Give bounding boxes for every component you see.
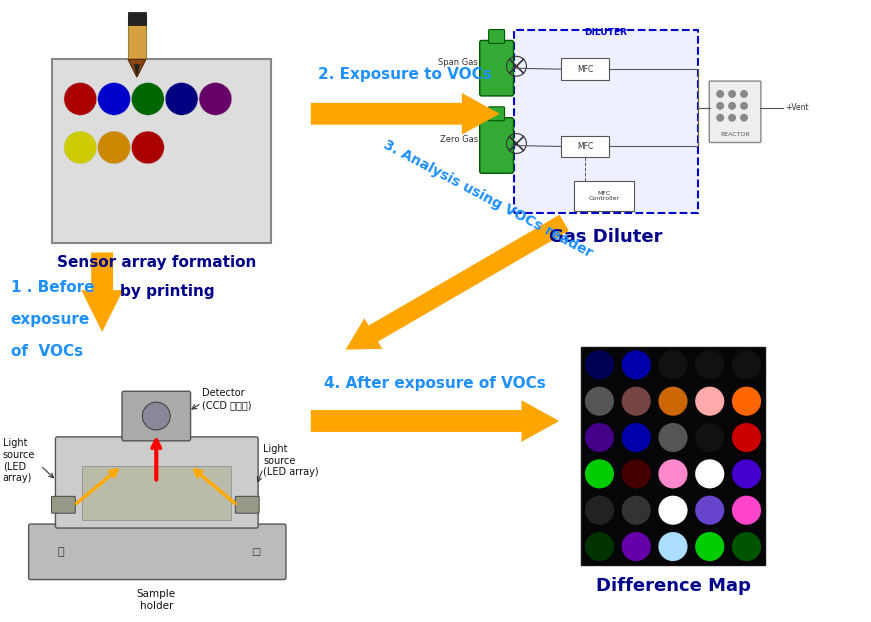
Circle shape: [732, 496, 761, 525]
FancyBboxPatch shape: [709, 81, 761, 142]
Circle shape: [740, 90, 748, 98]
Circle shape: [622, 350, 651, 379]
Circle shape: [740, 102, 748, 110]
Text: Detector
(CCD 커메라): Detector (CCD 커메라): [201, 388, 251, 410]
Polygon shape: [81, 253, 123, 332]
Text: 2. Exposure to VOCs: 2. Exposure to VOCs: [318, 67, 492, 82]
FancyBboxPatch shape: [52, 59, 271, 243]
Circle shape: [584, 532, 614, 561]
FancyBboxPatch shape: [480, 118, 514, 174]
Polygon shape: [134, 64, 140, 77]
Circle shape: [622, 387, 651, 415]
FancyBboxPatch shape: [29, 524, 286, 580]
Text: 1 . Before: 1 . Before: [10, 280, 94, 295]
Text: Gas Diluter: Gas Diluter: [549, 228, 663, 246]
Circle shape: [728, 90, 736, 98]
Circle shape: [132, 83, 165, 115]
Circle shape: [695, 532, 725, 561]
FancyBboxPatch shape: [574, 181, 634, 211]
Text: Sample
holder: Sample holder: [137, 590, 176, 611]
Circle shape: [199, 83, 232, 115]
Circle shape: [98, 83, 131, 115]
Circle shape: [622, 459, 651, 488]
Circle shape: [716, 90, 724, 98]
Text: MFC: MFC: [577, 65, 593, 73]
Text: MFC
Controller: MFC Controller: [588, 190, 619, 202]
FancyBboxPatch shape: [561, 58, 609, 80]
Polygon shape: [346, 215, 569, 350]
Polygon shape: [128, 59, 145, 77]
FancyBboxPatch shape: [82, 466, 232, 520]
Circle shape: [98, 131, 131, 164]
Circle shape: [584, 350, 614, 379]
Circle shape: [732, 387, 761, 415]
Text: REACTOR: REACTOR: [720, 132, 750, 137]
Circle shape: [584, 387, 614, 415]
Circle shape: [728, 102, 736, 110]
Circle shape: [732, 350, 761, 379]
Circle shape: [64, 131, 97, 164]
Circle shape: [142, 402, 170, 430]
FancyBboxPatch shape: [480, 40, 514, 96]
Text: Light
source
(LED
array): Light source (LED array): [3, 439, 35, 483]
Circle shape: [64, 83, 97, 115]
Circle shape: [622, 532, 651, 561]
Circle shape: [584, 496, 614, 525]
Circle shape: [584, 459, 614, 488]
Circle shape: [658, 423, 687, 452]
Circle shape: [165, 83, 198, 115]
FancyBboxPatch shape: [581, 346, 765, 565]
Text: □: □: [252, 547, 260, 557]
Circle shape: [658, 459, 687, 488]
Text: Sensor array formation: Sensor array formation: [57, 254, 256, 269]
FancyBboxPatch shape: [51, 496, 75, 513]
FancyBboxPatch shape: [489, 107, 504, 121]
Polygon shape: [128, 12, 145, 25]
Circle shape: [132, 131, 165, 164]
Polygon shape: [128, 15, 145, 59]
Circle shape: [695, 496, 725, 525]
Circle shape: [658, 532, 687, 561]
Text: 4. After exposure of VOCs: 4. After exposure of VOCs: [324, 376, 546, 391]
Circle shape: [695, 459, 725, 488]
Text: of  VOCs: of VOCs: [10, 344, 83, 359]
Circle shape: [622, 423, 651, 452]
Circle shape: [658, 350, 687, 379]
Text: ⏻: ⏻: [57, 547, 64, 557]
Circle shape: [716, 114, 724, 122]
Circle shape: [732, 459, 761, 488]
Text: exposure: exposure: [10, 312, 90, 327]
Circle shape: [740, 114, 748, 122]
Circle shape: [716, 102, 724, 110]
Text: Difference Map: Difference Map: [596, 577, 751, 595]
Circle shape: [728, 114, 736, 122]
FancyBboxPatch shape: [515, 29, 699, 213]
FancyBboxPatch shape: [561, 136, 609, 157]
Text: by printing: by printing: [99, 284, 214, 299]
FancyBboxPatch shape: [235, 496, 260, 513]
Text: MFC: MFC: [577, 142, 593, 151]
FancyBboxPatch shape: [56, 437, 258, 528]
Circle shape: [695, 387, 725, 415]
FancyBboxPatch shape: [122, 391, 191, 441]
Text: +Vent: +Vent: [785, 103, 808, 113]
Text: DILUTER: DILUTER: [584, 27, 627, 37]
Circle shape: [658, 387, 687, 415]
Circle shape: [732, 532, 761, 561]
Text: Zero Gas: Zero Gas: [440, 135, 477, 144]
Text: 3. Analysis using VOCs reader: 3. Analysis using VOCs reader: [381, 138, 595, 261]
Circle shape: [695, 423, 725, 452]
Text: Light
source
(LED array): Light source (LED array): [263, 444, 319, 477]
Polygon shape: [311, 400, 559, 442]
FancyBboxPatch shape: [489, 29, 504, 44]
Circle shape: [622, 496, 651, 525]
Text: Span Gas: Span Gas: [438, 58, 477, 67]
Circle shape: [695, 350, 725, 379]
Circle shape: [732, 423, 761, 452]
Circle shape: [584, 423, 614, 452]
Circle shape: [658, 496, 687, 525]
Polygon shape: [311, 93, 500, 134]
